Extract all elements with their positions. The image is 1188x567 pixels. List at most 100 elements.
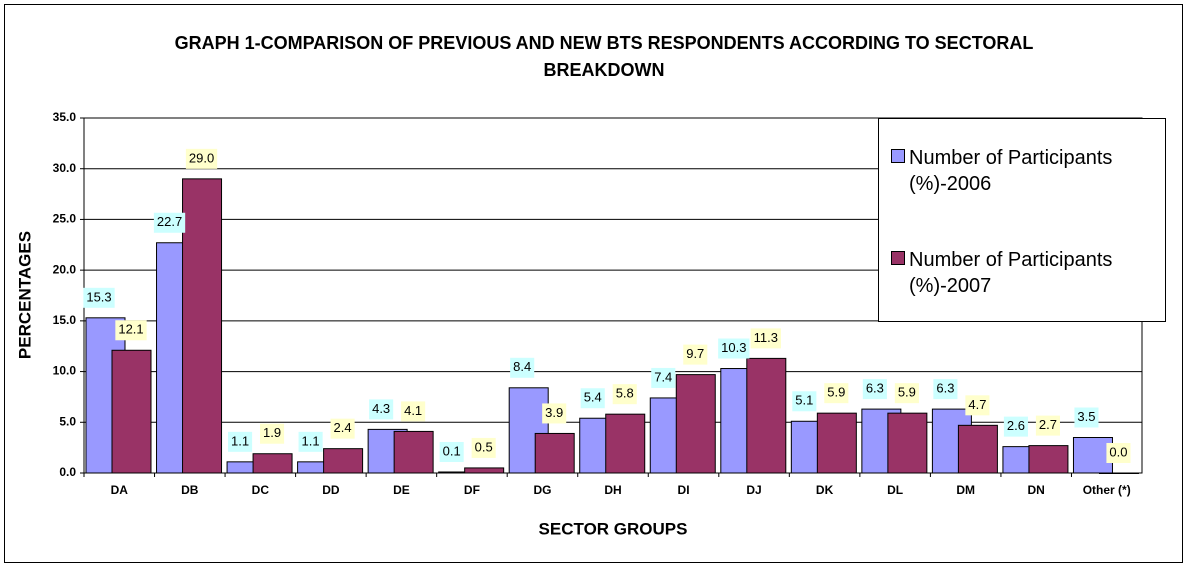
value-label-background xyxy=(298,431,323,452)
value-label-background xyxy=(185,148,218,169)
bar xyxy=(393,430,434,474)
x-tick-label: DE xyxy=(393,483,410,497)
value-label-group: 8.4 xyxy=(510,357,535,378)
value-label-background xyxy=(260,423,285,444)
value-label: 15.3 xyxy=(86,289,111,304)
y-tick-label: 25.0 xyxy=(53,212,77,226)
legend-swatch xyxy=(891,251,905,265)
bar xyxy=(111,349,152,474)
value-label-group: 5.9 xyxy=(894,383,919,404)
value-label-group: 0.5 xyxy=(471,437,496,458)
value-label-background xyxy=(471,437,496,458)
value-label-group: 3.5 xyxy=(1074,407,1099,428)
y-tick-label: 0.0 xyxy=(59,465,76,479)
x-tick-label: DL xyxy=(887,483,903,497)
x-tick-label: DN xyxy=(1028,483,1045,497)
value-label-group: 2.4 xyxy=(330,418,355,439)
value-label-background xyxy=(651,367,676,388)
value-label-background xyxy=(439,441,464,462)
value-label-group: 4.7 xyxy=(965,395,990,416)
x-tick-label: DH xyxy=(604,483,621,497)
value-label: 6.3 xyxy=(866,381,884,396)
value-label-group: 1.1 xyxy=(228,431,253,452)
x-tick-label: DJ xyxy=(746,483,761,497)
value-label-group: 1.1 xyxy=(298,431,323,452)
value-label: 4.3 xyxy=(372,401,390,416)
value-label-group: 4.3 xyxy=(369,399,394,420)
value-label-group: 4.1 xyxy=(401,401,426,422)
y-tick-label: 35.0 xyxy=(53,110,77,124)
value-label: 0.1 xyxy=(443,443,461,458)
x-tick-label: DG xyxy=(533,483,551,497)
value-label-background xyxy=(933,379,958,400)
value-label: 5.9 xyxy=(898,385,916,400)
value-label: 1.9 xyxy=(263,425,281,440)
bar xyxy=(1072,437,1113,474)
legend-label: Number of Participants (%)-2006 xyxy=(909,147,1113,195)
value-label: 22.7 xyxy=(157,214,182,229)
value-label: 1.1 xyxy=(302,433,320,448)
value-label: 29.0 xyxy=(189,150,214,165)
value-label: 2.7 xyxy=(1039,417,1057,432)
value-label-background xyxy=(115,320,147,341)
bar xyxy=(675,374,716,474)
value-label: 4.7 xyxy=(968,397,986,412)
y-axis-title: PERCENTAGES xyxy=(15,231,34,359)
x-tick-label: DK xyxy=(816,483,834,497)
legend: Number of Participants (%)-2006 Number of… xyxy=(878,118,1166,322)
value-label-background xyxy=(580,388,605,409)
value-label: 9.7 xyxy=(686,346,704,361)
x-tick-label: DC xyxy=(252,483,270,497)
bar xyxy=(746,357,787,474)
value-label: 12.1 xyxy=(118,322,143,337)
bar xyxy=(1028,445,1069,474)
value-label-group: 6.3 xyxy=(862,379,887,400)
value-label: 10.3 xyxy=(721,340,746,355)
value-label: 8.4 xyxy=(513,359,531,374)
value-label-background xyxy=(330,418,355,439)
value-label-group: 11.3 xyxy=(750,328,781,349)
value-label: 5.4 xyxy=(584,390,602,405)
value-label-group: 2.6 xyxy=(1003,416,1028,437)
value-label-background xyxy=(824,383,849,404)
value-label-background xyxy=(718,338,750,359)
value-label-group: 9.7 xyxy=(683,344,708,365)
value-label-background xyxy=(510,357,535,378)
bar xyxy=(323,448,364,474)
value-label-group: 3.9 xyxy=(542,403,567,424)
value-label-group: 0.1 xyxy=(439,441,464,462)
value-label-group: 0.0 xyxy=(1106,443,1131,463)
value-label-group: 1.9 xyxy=(260,423,285,444)
bar xyxy=(605,413,646,474)
value-label: 5.1 xyxy=(795,393,813,408)
value-label-background xyxy=(153,212,186,233)
legend-label: Number of Participants (%)-2007 xyxy=(909,249,1113,297)
value-label-background xyxy=(1003,416,1028,437)
value-label-group: 5.9 xyxy=(824,383,849,404)
value-label: 7.4 xyxy=(654,369,672,384)
value-label: 5.9 xyxy=(827,385,845,400)
value-label-group: 5.1 xyxy=(792,391,817,412)
x-axis-title: SECTOR GROUPS xyxy=(539,519,688,538)
y-tick-label: 5.0 xyxy=(59,414,76,428)
chart-title: GRAPH 1-COMPARISON OF PREVIOUS AND NEW B… xyxy=(174,33,1034,80)
value-label-background xyxy=(83,287,115,308)
x-tick-label: DD xyxy=(322,483,340,497)
bar xyxy=(816,412,857,474)
value-label: 6.3 xyxy=(936,381,954,396)
value-label-background xyxy=(369,399,394,420)
x-tick-label: DF xyxy=(464,483,480,497)
value-label-background xyxy=(965,395,990,416)
value-label-group: 12.1 xyxy=(115,320,147,341)
x-tick-label: DB xyxy=(181,483,199,497)
value-label-group: 7.4 xyxy=(651,367,676,388)
value-label: 11.3 xyxy=(754,330,778,345)
bar xyxy=(252,453,293,474)
value-label-group: 29.0 xyxy=(185,148,218,169)
value-label-group: 22.7 xyxy=(153,212,186,233)
bar xyxy=(957,424,998,474)
value-label-background xyxy=(792,391,817,412)
value-label-background xyxy=(894,383,919,404)
legend-item: Number of Participants (%)-2007 xyxy=(891,247,1161,299)
